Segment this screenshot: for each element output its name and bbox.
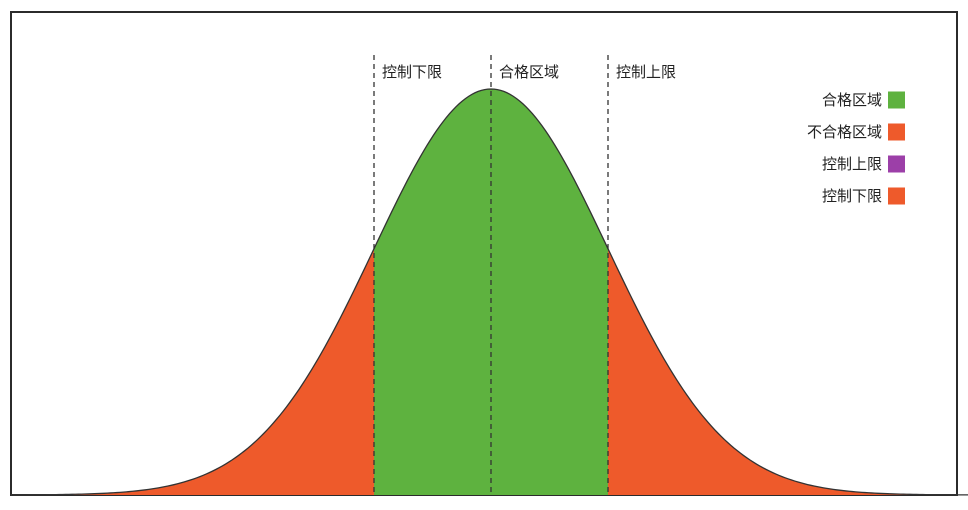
region-area-2: [608, 248, 968, 495]
distribution-curve: [11, 88, 968, 496]
legend-swatch-2: [888, 155, 905, 173]
legend-swatch-3: [888, 187, 905, 205]
region-area-0: [11, 248, 375, 495]
control-line-labels: 控制下限 合格区域 控制上限: [382, 63, 676, 81]
legend-swatch-0: [888, 91, 905, 109]
control-line-label-0: 控制下限: [382, 63, 442, 81]
control-line-label-1: 合格区域: [499, 63, 559, 81]
control-lines: [373, 55, 609, 495]
legend-label-1: 不合格区域: [807, 123, 882, 141]
distribution-areas: [11, 88, 968, 496]
legend-swatch-1: [888, 123, 905, 141]
legend-label-2: 控制上限: [822, 155, 882, 173]
legend-label-0: 合格区域: [822, 91, 882, 109]
control-line-label-2: 控制上限: [616, 63, 676, 81]
legend-label-3: 控制下限: [822, 187, 882, 205]
